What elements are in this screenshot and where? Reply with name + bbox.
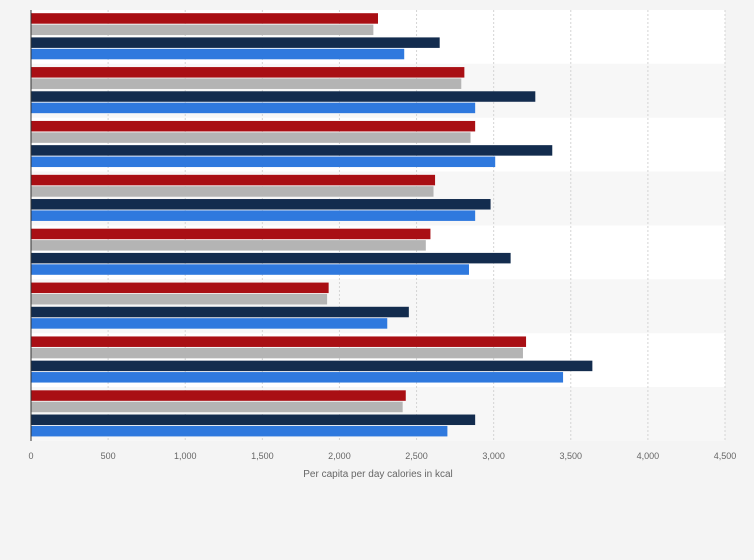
x-tick-label: 2,500 — [405, 451, 428, 461]
bar — [31, 347, 523, 359]
bar — [31, 156, 496, 168]
bar — [31, 91, 536, 102]
bar — [31, 252, 511, 264]
bar — [31, 37, 440, 48]
x-tick-label: 2,000 — [328, 451, 351, 461]
bar — [31, 360, 593, 372]
x-tick-label: 1,500 — [251, 451, 274, 461]
bar — [31, 67, 465, 78]
bar — [31, 210, 476, 221]
x-tick-label: 4,000 — [637, 451, 660, 461]
bar — [31, 390, 406, 401]
bar — [31, 425, 448, 437]
bar — [31, 306, 409, 318]
bar — [31, 372, 564, 383]
x-axis-label: Per capita per day calories in kcal — [303, 469, 453, 480]
x-tick-label: 1,000 — [174, 451, 197, 461]
bar — [31, 102, 476, 114]
bar — [31, 228, 431, 240]
bar — [31, 293, 328, 305]
bar — [31, 132, 471, 143]
x-tick-label: 0 — [28, 451, 33, 461]
x-tick-label: 3,500 — [560, 451, 583, 461]
x-tick-label: 500 — [101, 451, 116, 461]
bar — [31, 78, 462, 89]
bar — [31, 336, 527, 347]
bar — [31, 264, 469, 275]
bar — [31, 13, 378, 24]
bar — [31, 318, 388, 329]
bar — [31, 174, 436, 186]
bar — [31, 282, 329, 294]
bar — [31, 186, 434, 197]
x-tick-label: 4,500 — [714, 451, 737, 461]
bar — [31, 48, 405, 60]
x-tick-label: 3,000 — [482, 451, 505, 461]
bar — [31, 199, 491, 210]
bars — [31, 13, 593, 437]
bar — [31, 120, 476, 132]
bar — [31, 414, 476, 426]
bar — [31, 401, 403, 413]
bar — [31, 145, 553, 156]
bar — [31, 240, 426, 251]
x-axis-ticks: 0 500 1,000 1,500 2,000 2,500 3,000 3,500 4,000 4… — [28, 451, 736, 461]
bar — [31, 24, 374, 36]
